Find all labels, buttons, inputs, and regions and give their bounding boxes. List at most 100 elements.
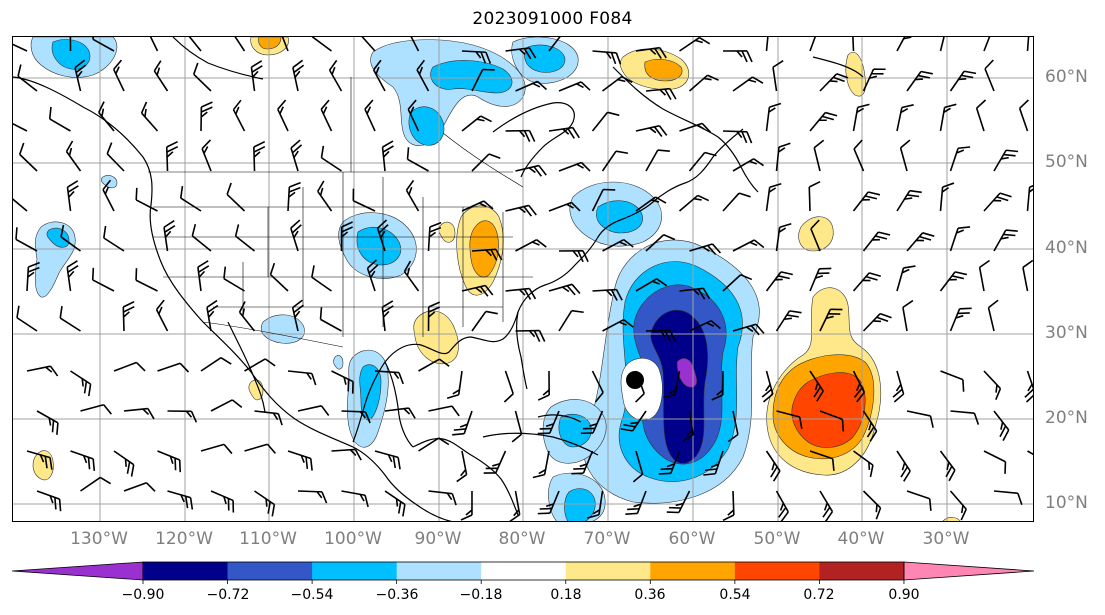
wind-barb [571, 450, 594, 475]
wind-barb [978, 259, 990, 292]
wind-barb [548, 126, 580, 139]
lon-label-50w: 50°W [753, 529, 801, 549]
wind-barb [461, 200, 494, 212]
wind-barb [635, 278, 668, 292]
wind-barb [317, 180, 333, 212]
lat-label-30n: 30°N [1045, 323, 1088, 343]
lon-label-130w: 130°W [70, 529, 128, 549]
wind-barb [428, 405, 460, 417]
wind-barb [376, 219, 389, 252]
lon-label-40w: 40°W [837, 529, 885, 549]
wind-barb [949, 307, 972, 332]
lon-label-110w: 110°W [239, 529, 297, 549]
wind-barb [311, 37, 332, 52]
wind-barb [210, 490, 235, 513]
wind-barb [403, 260, 420, 292]
wind-barb [191, 224, 212, 252]
wind-barb [515, 80, 548, 92]
wind-barb [1026, 182, 1033, 212]
lon-label-30w: 30°W [922, 529, 970, 549]
wind-barb [949, 146, 971, 172]
wind-barb [157, 362, 190, 373]
wind-barb [200, 443, 233, 455]
wind-barb [287, 450, 313, 471]
wind-barb [896, 265, 916, 292]
wind-barb [456, 450, 468, 483]
wind-barb [98, 101, 115, 132]
wind-barb [244, 443, 277, 454]
wind-barb [515, 239, 547, 252]
wind-barb [580, 410, 604, 435]
wind-barb [679, 122, 712, 133]
wind-barb [645, 149, 670, 172]
wind-barb [591, 111, 620, 132]
wind-barb [163, 220, 176, 252]
lon-label-80w: 80°W [498, 529, 546, 549]
wind-barb [461, 50, 492, 64]
wind-barb [405, 179, 420, 212]
wind-barb [364, 99, 376, 132]
wind-barb [384, 490, 406, 517]
colorbar-bin [565, 562, 651, 580]
wind-barb [374, 370, 404, 385]
wind-barb [297, 405, 330, 416]
wind-barb [765, 102, 782, 132]
wind-barb [165, 140, 179, 172]
wind-barb [558, 249, 589, 263]
wind-barb [352, 188, 376, 212]
wind-barb [18, 142, 38, 172]
wind-barb [452, 410, 473, 436]
wind-barb [940, 370, 965, 392]
wind-barb [60, 224, 81, 252]
wind-barb [418, 358, 450, 372]
colorbar-tick-label: 0.54 [719, 587, 751, 603]
wind-barb [862, 410, 878, 442]
wind-barb [620, 410, 647, 432]
wind-barb [461, 115, 492, 132]
wind-barb [809, 111, 838, 132]
wind-barb [210, 399, 243, 412]
lat-label-40n: 40°N [1045, 238, 1088, 258]
wind-barb [993, 229, 1018, 252]
wind-barb [899, 139, 911, 172]
wind-barb [775, 142, 791, 172]
wind-barb [102, 179, 115, 212]
colorbar-tick-label: 0.90 [888, 587, 920, 603]
wind-barb [292, 59, 305, 92]
wind-barb [290, 219, 302, 252]
wind-barb [483, 450, 507, 474]
wind-barb [732, 158, 765, 172]
wind-barb [1022, 259, 1033, 292]
wind-barb [772, 60, 784, 92]
wind-barb [135, 187, 158, 212]
wind-barb [722, 490, 735, 521]
wind-barb [13, 119, 28, 132]
wind-barb [509, 490, 521, 521]
wind-barb [331, 370, 354, 394]
wind-barb [666, 490, 691, 514]
wind-barb [206, 299, 219, 332]
wind-barb [406, 37, 420, 52]
wind-barb [635, 46, 667, 60]
wind-barb [1026, 37, 1031, 52]
wind-barb [591, 188, 616, 212]
wind-barb [471, 248, 503, 261]
wind-barb [853, 450, 874, 478]
wind-barb [460, 490, 473, 521]
wind-barb [775, 490, 789, 521]
colorbar-bin [227, 562, 313, 580]
wind-barb [17, 64, 38, 92]
wind-barb [809, 450, 835, 471]
wind-barb [113, 361, 146, 372]
wind-barb [372, 59, 386, 92]
wind-barb [505, 129, 536, 142]
colorbar-extend-min [11, 561, 144, 581]
wind-barb [862, 68, 886, 92]
wind-barb [59, 306, 81, 332]
wind-barb [906, 70, 933, 92]
wind-barb [732, 76, 764, 92]
colorbar-extend-max [903, 561, 1035, 581]
wind-barb [939, 271, 967, 292]
wind-barb [416, 59, 430, 92]
lon-label-100w: 100°W [324, 529, 382, 549]
